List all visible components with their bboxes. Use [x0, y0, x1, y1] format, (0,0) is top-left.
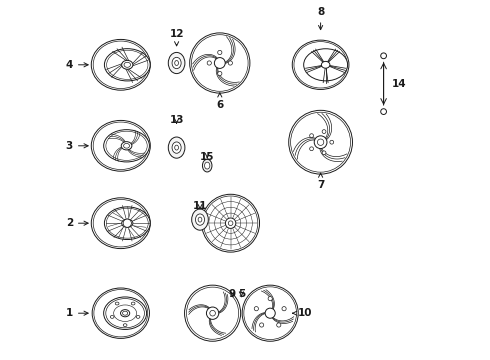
Ellipse shape [131, 302, 135, 305]
Ellipse shape [202, 159, 212, 172]
Circle shape [314, 136, 327, 149]
Text: 1: 1 [66, 308, 88, 318]
Circle shape [215, 58, 225, 68]
Text: 8: 8 [317, 7, 324, 30]
Ellipse shape [91, 120, 150, 171]
Text: 2: 2 [66, 218, 88, 228]
Text: 15: 15 [200, 152, 215, 162]
Ellipse shape [198, 217, 202, 222]
Text: 11: 11 [193, 201, 207, 211]
Circle shape [190, 33, 250, 93]
Circle shape [202, 194, 260, 252]
Text: 9: 9 [229, 289, 236, 299]
Ellipse shape [92, 288, 149, 338]
Ellipse shape [136, 315, 140, 318]
Ellipse shape [292, 40, 349, 89]
Circle shape [277, 323, 281, 327]
Circle shape [218, 71, 222, 76]
Text: 10: 10 [293, 308, 313, 318]
Text: 5: 5 [238, 289, 245, 299]
Circle shape [268, 297, 272, 301]
Ellipse shape [110, 315, 114, 318]
Ellipse shape [172, 57, 181, 69]
Circle shape [310, 147, 314, 151]
Ellipse shape [196, 214, 204, 225]
Text: 13: 13 [170, 115, 184, 125]
Text: 14: 14 [392, 79, 406, 89]
Ellipse shape [123, 324, 127, 327]
Ellipse shape [91, 39, 150, 90]
Ellipse shape [91, 198, 150, 249]
Circle shape [210, 310, 216, 316]
Circle shape [322, 130, 326, 134]
Circle shape [254, 307, 258, 311]
Ellipse shape [175, 145, 178, 150]
Ellipse shape [121, 310, 130, 317]
Ellipse shape [104, 297, 147, 329]
Circle shape [310, 134, 314, 138]
Ellipse shape [172, 142, 181, 153]
Text: 7: 7 [317, 173, 324, 190]
Text: 3: 3 [66, 141, 88, 151]
Circle shape [322, 151, 326, 155]
Circle shape [242, 285, 298, 341]
Ellipse shape [104, 49, 150, 81]
Ellipse shape [321, 62, 330, 68]
Circle shape [228, 61, 232, 65]
Circle shape [282, 307, 286, 311]
Circle shape [207, 61, 211, 65]
Text: 6: 6 [216, 93, 223, 110]
Circle shape [225, 218, 236, 228]
Ellipse shape [168, 53, 185, 73]
Ellipse shape [104, 207, 150, 239]
Circle shape [318, 139, 324, 145]
Ellipse shape [204, 162, 210, 169]
Circle shape [330, 140, 334, 144]
Circle shape [185, 285, 241, 341]
Ellipse shape [168, 137, 185, 158]
Ellipse shape [175, 60, 178, 66]
Circle shape [206, 307, 219, 319]
Circle shape [289, 110, 352, 174]
Ellipse shape [121, 142, 132, 150]
Ellipse shape [124, 62, 130, 67]
Ellipse shape [122, 60, 133, 69]
Circle shape [260, 323, 264, 327]
Ellipse shape [304, 49, 347, 81]
Text: 4: 4 [66, 60, 88, 70]
Circle shape [228, 221, 233, 225]
Circle shape [123, 219, 131, 227]
Ellipse shape [122, 311, 128, 315]
Ellipse shape [122, 219, 133, 227]
Ellipse shape [104, 130, 149, 162]
Ellipse shape [123, 143, 129, 148]
Text: 12: 12 [170, 29, 184, 46]
Ellipse shape [115, 302, 119, 305]
Circle shape [265, 308, 275, 318]
Ellipse shape [192, 209, 208, 230]
Circle shape [218, 50, 222, 55]
